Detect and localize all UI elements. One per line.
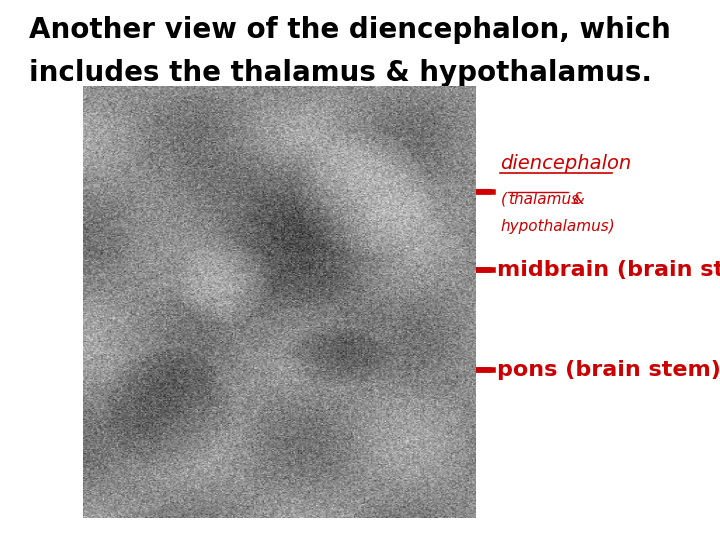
Text: diencephalon: diencephalon: [500, 154, 631, 173]
Text: includes the thalamus & hypothalamus.: includes the thalamus & hypothalamus.: [29, 59, 652, 87]
Text: &: &: [568, 192, 585, 207]
Text: midbrain (brain stem): midbrain (brain stem): [497, 260, 720, 280]
Text: Another view of the diencephalon, which: Another view of the diencephalon, which: [29, 16, 670, 44]
Text: (: (: [500, 192, 506, 207]
Text: thalamus: thalamus: [508, 192, 580, 207]
Text: pons (brain stem): pons (brain stem): [497, 360, 720, 380]
Text: hypothalamus): hypothalamus): [500, 219, 615, 234]
